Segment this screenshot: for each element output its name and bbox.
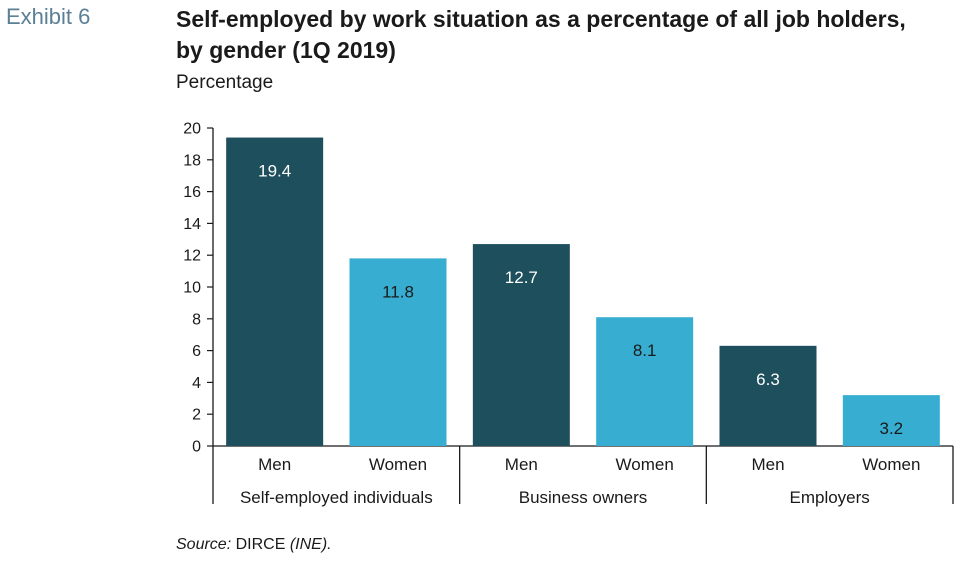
exhibit-label: Exhibit 6 bbox=[6, 4, 91, 29]
y-tick-label: 10 bbox=[183, 280, 201, 297]
y-tick-label: 18 bbox=[183, 152, 201, 169]
data-label: 6.3 bbox=[756, 370, 780, 389]
category-label: Men bbox=[505, 455, 538, 474]
bar-men bbox=[719, 345, 817, 446]
group-label: Business owners bbox=[519, 488, 648, 507]
group-label: Self-employed individuals bbox=[240, 488, 433, 507]
category-label: Women bbox=[616, 455, 674, 474]
data-label: 12.7 bbox=[505, 268, 538, 287]
category-label: Women bbox=[862, 455, 920, 474]
bar-men bbox=[226, 137, 324, 447]
y-tick-label: 16 bbox=[183, 184, 201, 201]
y-tick-label: 0 bbox=[192, 439, 201, 456]
group-label: Employers bbox=[790, 488, 870, 507]
y-tick-label: 6 bbox=[192, 343, 201, 360]
y-tick-label: 20 bbox=[183, 121, 201, 138]
chart-title: Self-employed by work situation as a per… bbox=[176, 6, 906, 63]
bar-women bbox=[349, 258, 447, 446]
bar-women bbox=[842, 395, 940, 446]
y-tick-label: 12 bbox=[183, 248, 201, 265]
category-label: Men bbox=[258, 455, 291, 474]
data-label: 3.2 bbox=[880, 419, 904, 438]
source-text: DIRCE bbox=[235, 536, 286, 553]
source-note: Source: DIRCE (INE). bbox=[176, 536, 332, 554]
category-label: Men bbox=[751, 455, 784, 474]
data-label: 8.1 bbox=[633, 341, 657, 360]
data-label: 11.8 bbox=[382, 282, 414, 301]
y-tick-label: 14 bbox=[183, 216, 201, 233]
y-tick-label: 4 bbox=[192, 375, 201, 392]
y-tick-label: 2 bbox=[192, 407, 201, 424]
source-suffix: (INE). bbox=[289, 536, 332, 553]
y-axis-label: Percentage bbox=[176, 72, 274, 93]
bar-men bbox=[472, 244, 570, 446]
category-label: Women bbox=[369, 455, 427, 474]
y-tick-label: 8 bbox=[192, 311, 201, 328]
source-label: Source: bbox=[176, 536, 232, 553]
bar-women bbox=[596, 317, 694, 446]
data-label: 19.4 bbox=[258, 162, 291, 181]
